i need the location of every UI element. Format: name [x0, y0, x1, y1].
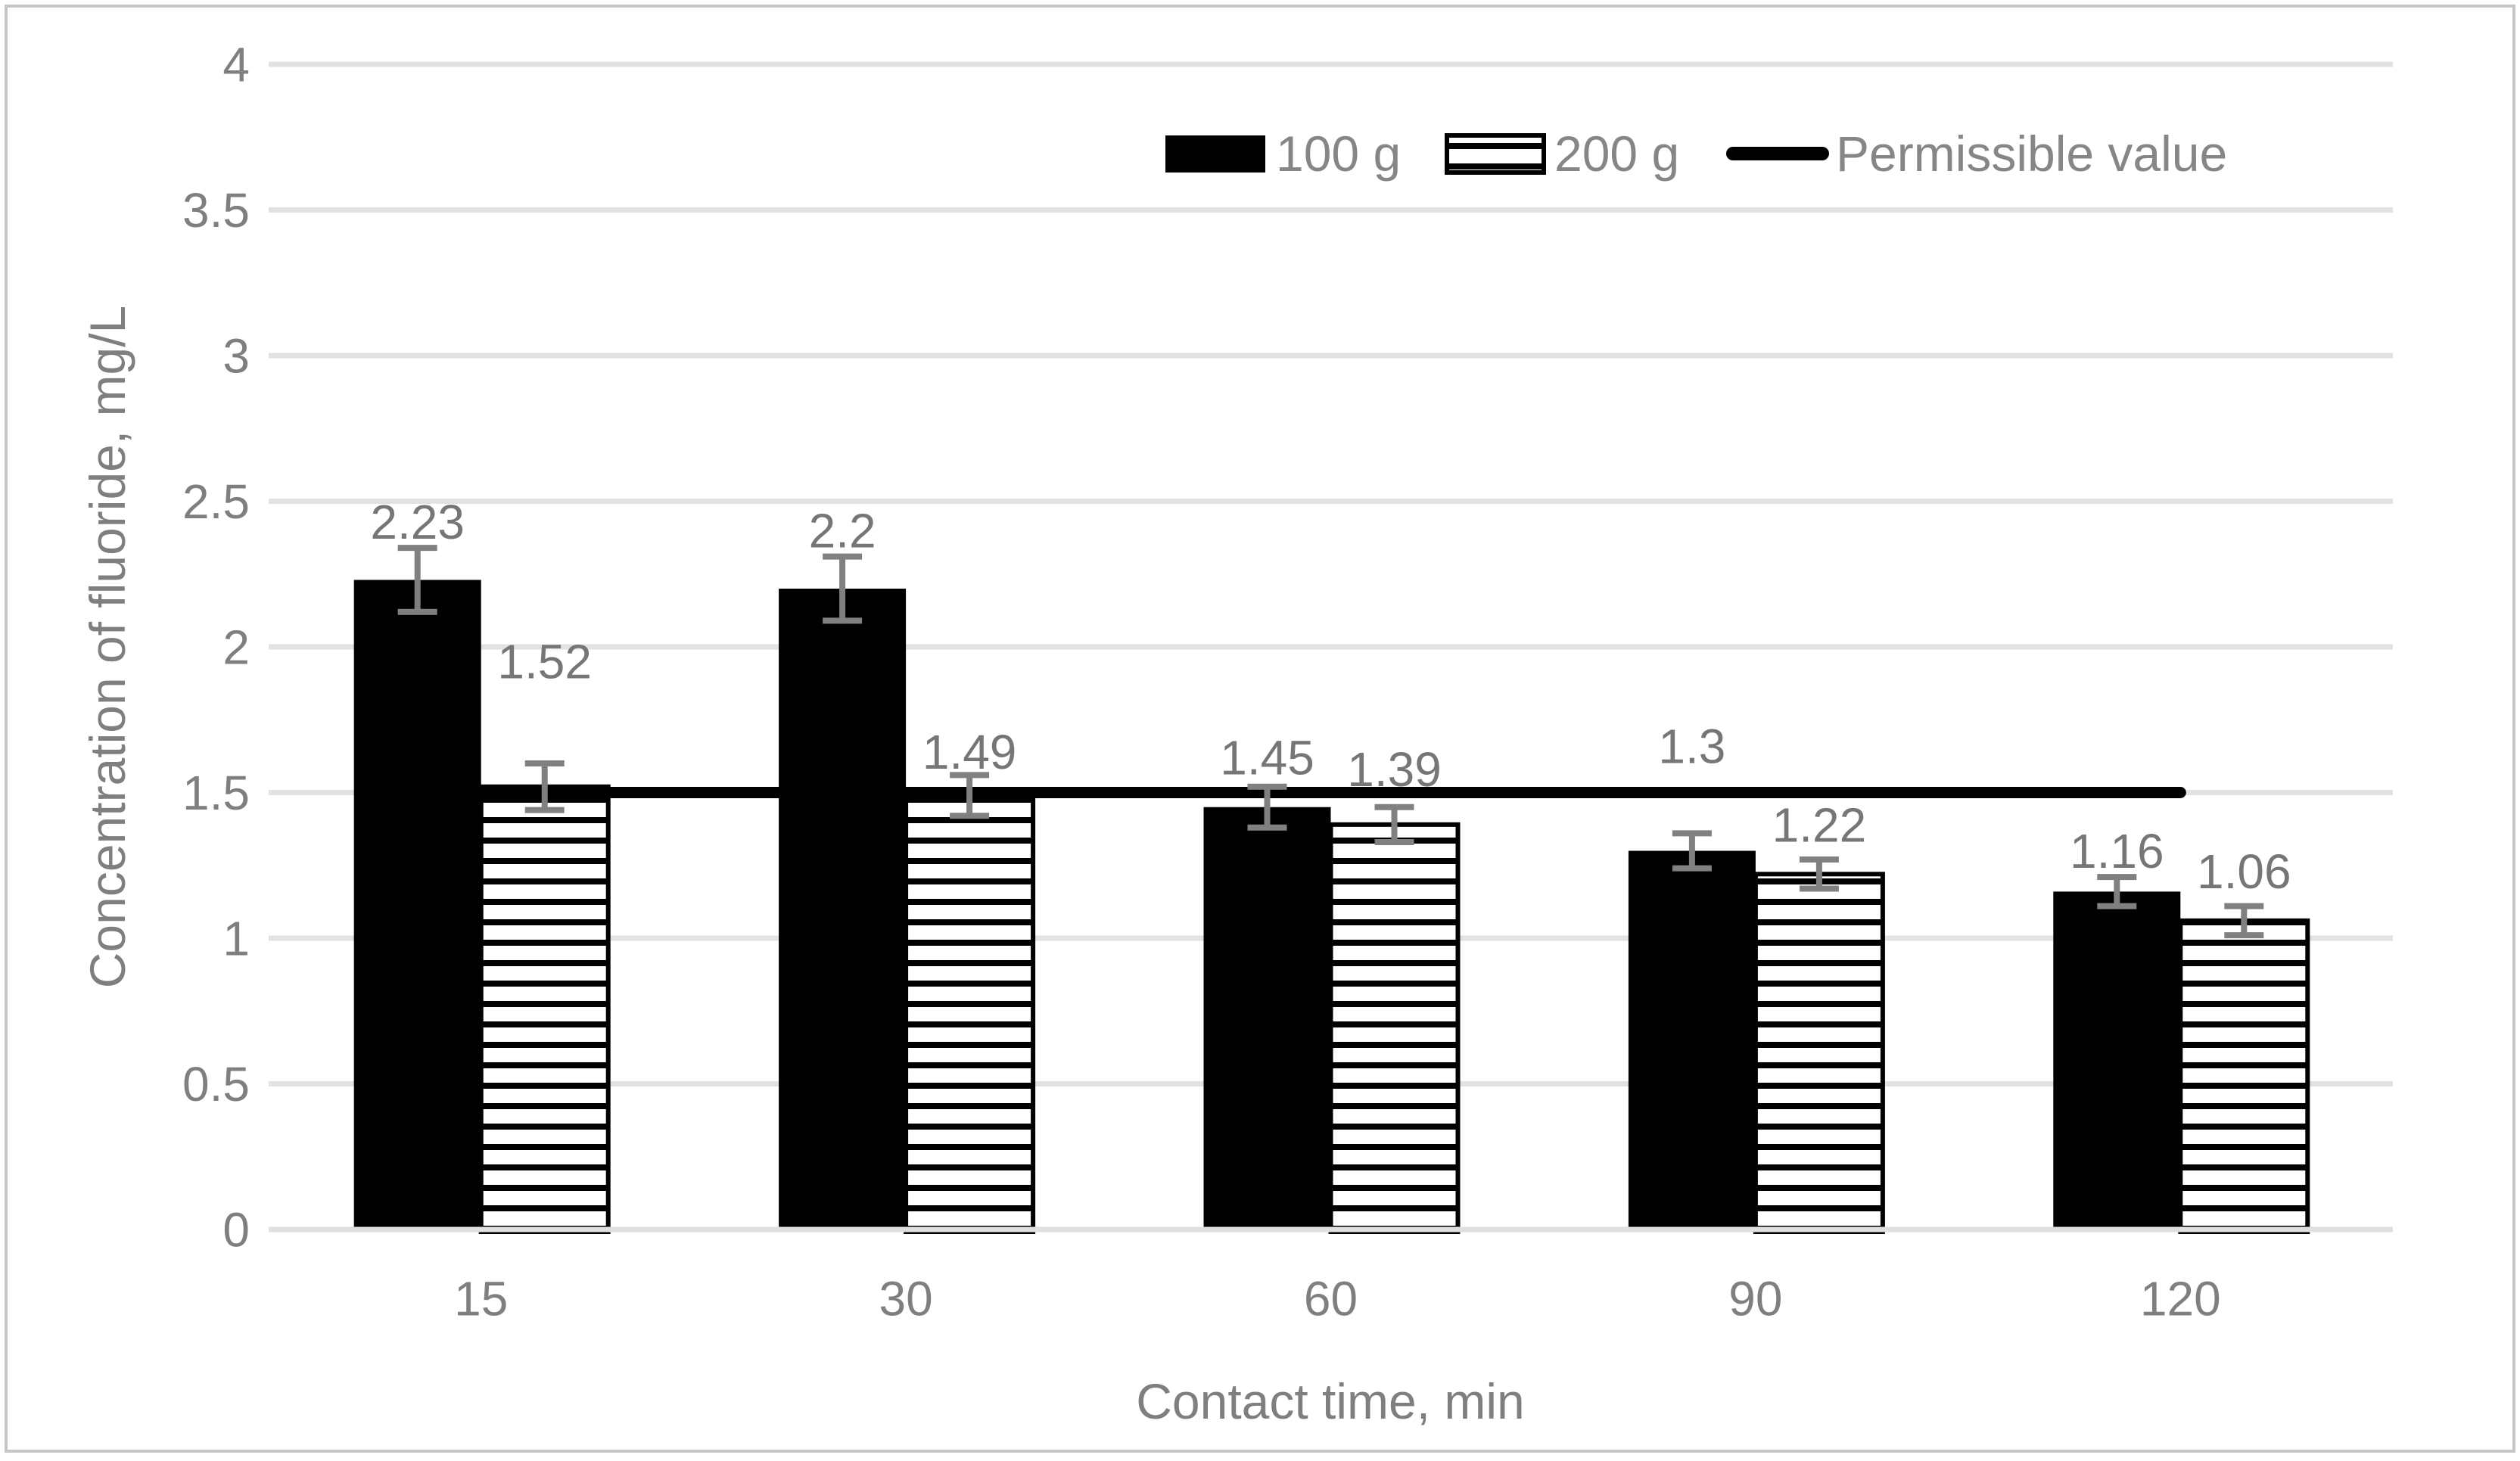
bar-200-g-60 [1328, 822, 1461, 1234]
y-tick-label-0: 0 [222, 1202, 250, 1257]
legend-label-200g: 200 g [1554, 126, 1679, 182]
y-tick-label-1: 1 [222, 911, 250, 965]
y-tick-label-3: 3 [222, 328, 250, 383]
legend-label-100g: 100 g [1276, 126, 1401, 182]
x-axis-title: Contact time, min [1136, 1373, 1525, 1429]
x-tick-label-60: 60 [1304, 1271, 1358, 1326]
x-tick-label-30: 30 [879, 1271, 933, 1326]
data-label-100-g-30: 2.2 [809, 503, 876, 558]
legend-label-permissible-value: Permissible value [1836, 126, 2227, 182]
plot-area: 2.23 2.21.45 1.31.161.521.49 1.391.221.0600… [182, 37, 2393, 1326]
x-tick-label-15: 15 [454, 1271, 508, 1326]
data-label-200-g-60: 1.39 [1347, 742, 1442, 797]
bar-100-g-15 [353, 580, 481, 1232]
bar-200-g-15 [478, 784, 611, 1235]
bar-200-g-30 [904, 793, 1036, 1234]
legend-swatch-200g [1445, 133, 1546, 175]
x-tick-label-120: 120 [2140, 1271, 2221, 1326]
bar-100-g-30 [779, 589, 907, 1232]
x-tick-label-90: 90 [1728, 1271, 1782, 1326]
data-label-100-g-15: 2.23 [370, 495, 465, 549]
bar-200-g-120 [2178, 918, 2310, 1235]
y-tick-label-2.5: 2.5 [182, 474, 250, 529]
bar-100-g-120 [2053, 891, 2181, 1232]
data-label-200-g-15: 1.52 [497, 635, 592, 689]
bar-200-g-90 [1753, 872, 1885, 1235]
data-label-200-g-30: 1.49 [922, 725, 1017, 779]
y-tick-label-1.5: 1.5 [182, 766, 250, 820]
data-label-200-g-120: 1.06 [2197, 844, 2291, 899]
y-tick-label-4: 4 [222, 37, 250, 92]
bar-100-g-60 [1203, 807, 1331, 1232]
y-tick-label-2: 2 [222, 620, 250, 674]
data-label-100-g-120: 1.16 [2070, 824, 2164, 878]
legend-swatch-100g [1165, 135, 1265, 173]
data-label-100-g-90: 1.3 [1658, 719, 1725, 773]
y-tick-label-0.5: 0.5 [182, 1057, 250, 1111]
y-axis-title: Concentration of fluoride, mg/L [79, 306, 135, 989]
data-label-100-g-60: 1.45 [1220, 731, 1314, 785]
data-label-200-g-90: 1.22 [1772, 797, 1867, 852]
bar-100-g-90 [1628, 850, 1756, 1232]
y-tick-label-3.5: 3.5 [182, 183, 250, 238]
legend: 100 g 200 g Permissible value [1165, 126, 2227, 182]
